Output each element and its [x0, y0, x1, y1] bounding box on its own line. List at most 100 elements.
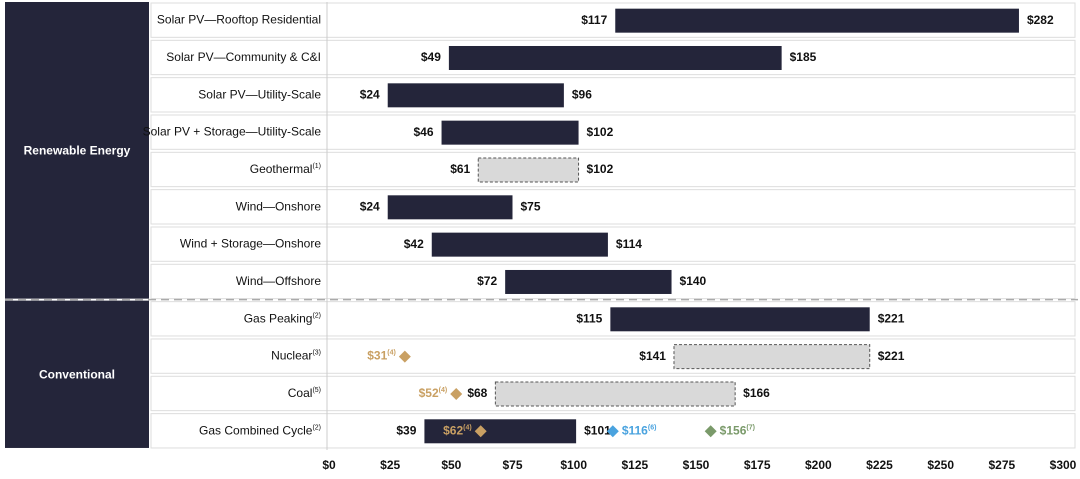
low-label: $42 [404, 237, 424, 251]
high-label: $96 [572, 87, 592, 101]
row-label-text: Solar PV—Community & C&I [166, 50, 321, 64]
row-box [150, 413, 1076, 449]
range-bar [673, 344, 871, 370]
marker-label-text: $156 [720, 423, 747, 437]
row-box [150, 2, 1076, 38]
marker-label-note: (7) [746, 424, 755, 431]
row-label: Wind—Onshore [236, 199, 322, 213]
low-label: $141 [639, 349, 666, 363]
marker [704, 425, 717, 438]
x-tick-label: $125 [621, 458, 648, 472]
row-label: Nuclear(3) [271, 349, 321, 363]
high-label: $282 [1027, 13, 1054, 27]
range-bar [615, 8, 1019, 33]
marker-label-text: $31 [367, 349, 387, 363]
row-box [150, 263, 1076, 300]
low-label: $46 [414, 125, 434, 139]
range-bar [387, 83, 564, 108]
row-box [150, 77, 1076, 113]
group-panel [5, 300, 149, 448]
group-panel [5, 2, 149, 299]
row-label-text: Solar PV—Rooftop Residential [157, 13, 321, 27]
range-bar [610, 307, 870, 332]
row-label: Solar PV + Storage—Utility-Scale [143, 125, 322, 139]
row-label-text: Wind + Storage—Onshore [180, 237, 321, 251]
low-label: $61 [450, 162, 470, 176]
low-label: $68 [467, 386, 487, 400]
high-label: $185 [790, 50, 817, 64]
row-box [150, 375, 1076, 412]
high-label: $221 [878, 349, 905, 363]
row-label-note: (1) [312, 163, 321, 170]
marker-label-note: (4) [463, 424, 472, 431]
high-label: $75 [521, 199, 541, 213]
row-label: Geothermal(1) [250, 162, 321, 176]
high-label: $102 [587, 162, 614, 176]
row-label-note: (2) [312, 424, 321, 431]
x-tick-label: $150 [683, 458, 710, 472]
x-tick-label: $75 [502, 458, 522, 472]
marker-label-text: $52 [419, 386, 439, 400]
row-box [150, 114, 1076, 150]
marker-label: $156(7) [720, 423, 755, 437]
row-label-text: Wind—Offshore [236, 274, 321, 288]
row-label: Solar PV—Utility-Scale [198, 87, 321, 101]
marker [398, 350, 411, 363]
row-label: Solar PV—Rooftop Residential [157, 13, 321, 27]
marker-label-text: $116 [622, 423, 648, 437]
x-tick-label: $250 [927, 458, 954, 472]
marker [606, 425, 619, 438]
range-bar [424, 419, 577, 444]
x-tick-label: $300 [1050, 458, 1077, 472]
x-tick-label: $100 [560, 458, 587, 472]
high-label: $221 [878, 311, 905, 325]
range-bar [494, 381, 736, 407]
low-label: $39 [396, 423, 416, 437]
x-tick-label: $275 [988, 458, 1015, 472]
high-label: $166 [743, 386, 770, 400]
row-box [150, 151, 1076, 188]
group-label: Conventional [39, 367, 115, 381]
x-tick-label: $50 [441, 458, 461, 472]
row-label: Gas Combined Cycle(2) [199, 423, 321, 437]
marker-label-note: (4) [387, 349, 396, 356]
row-label-text: Solar PV + Storage—Utility-Scale [143, 125, 322, 139]
x-tick-label: $175 [744, 458, 771, 472]
low-label: $117 [581, 13, 607, 27]
row-label: Gas Peaking(2) [244, 311, 321, 325]
row-box [150, 39, 1076, 76]
low-label: $24 [360, 87, 380, 101]
x-tick-label: $25 [380, 458, 400, 472]
row-box [150, 189, 1076, 225]
group-label: Renewable Energy [24, 143, 131, 157]
range-bar [477, 157, 580, 183]
marker-label-note: (6) [648, 424, 657, 431]
row-label: Solar PV—Community & C&I [166, 50, 321, 64]
row-label-text: Solar PV—Utility-Scale [198, 87, 321, 101]
range-bar [441, 120, 579, 145]
x-tick-label: $0 [322, 458, 336, 472]
row-label-note: (5) [312, 387, 321, 394]
range-bar [505, 269, 672, 294]
low-label: $115 [576, 311, 602, 325]
high-label: $140 [680, 274, 707, 288]
high-label: $114 [616, 237, 642, 251]
marker-label-note: (4) [439, 387, 448, 394]
marker [450, 387, 463, 400]
row-box [150, 301, 1076, 337]
row-label-text: Nuclear [271, 349, 312, 363]
marker-label-text: $62 [443, 423, 463, 437]
row-label-text: Geothermal [250, 162, 313, 176]
row-label: Wind—Offshore [236, 274, 321, 288]
range-bar [448, 45, 782, 70]
high-label: $102 [587, 125, 614, 139]
row-box [150, 226, 1076, 262]
range-bar [387, 195, 513, 220]
marker-label: $62(4) [443, 423, 472, 437]
low-label: $24 [360, 199, 380, 213]
marker-label: $116(6) [622, 423, 657, 437]
row-label: Coal(5) [288, 386, 321, 400]
row-label: Wind + Storage—Onshore [180, 237, 321, 251]
row-label-text: Wind—Onshore [236, 199, 322, 213]
